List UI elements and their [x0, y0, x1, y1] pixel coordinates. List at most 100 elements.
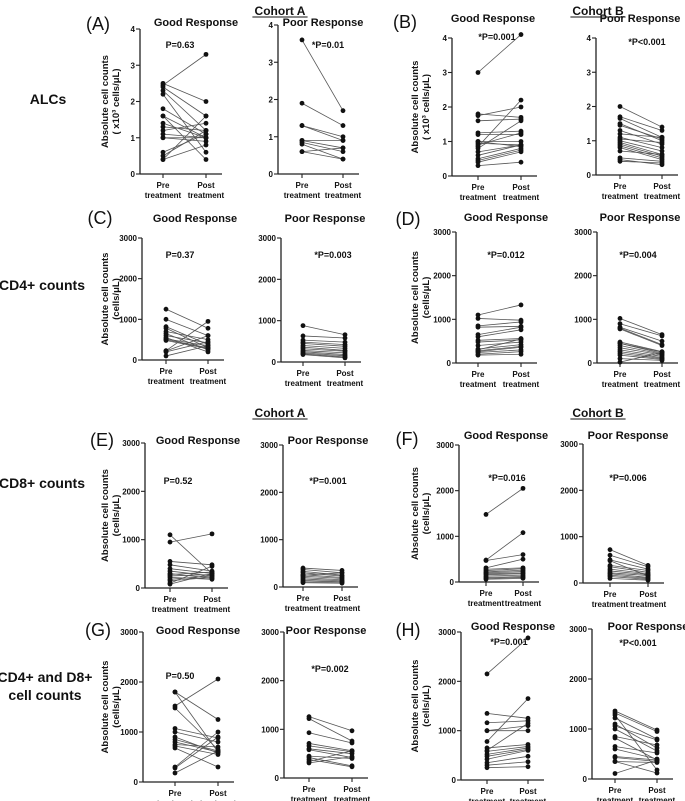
- paired-line: [162, 144, 207, 160]
- y-tick-label: 2000: [438, 677, 456, 686]
- paired-line: [477, 148, 522, 160]
- pre-point: [475, 118, 481, 124]
- y-tick-label: 1000: [119, 315, 137, 324]
- pre-point: [172, 689, 178, 695]
- post-point: [215, 752, 221, 757]
- x-tick-label-line2: treatment: [630, 600, 667, 609]
- y-axis-label-line2: ( x10³ cells/μL): [111, 68, 122, 134]
- paired-line: [477, 141, 522, 148]
- p-value-annotation: *P=0.004: [619, 250, 656, 260]
- paired-line: [485, 488, 524, 515]
- post-point: [342, 355, 348, 361]
- paired-line: [485, 567, 524, 570]
- y-axis-label: Absolute cell counts: [410, 467, 421, 560]
- pre-point: [617, 104, 623, 109]
- cohort-header: Cohort B: [572, 406, 624, 420]
- x-tick-label-line2: treatment: [291, 795, 328, 801]
- pre-point: [160, 80, 166, 86]
- paired-line: [619, 349, 663, 357]
- subplot-x-poor-response: 0100020003000PretreatmentPosttreatmentPo…: [261, 625, 370, 801]
- y-tick-label: 2000: [560, 486, 578, 495]
- post-point: [203, 128, 209, 133]
- post-point: [659, 343, 665, 348]
- row-label-cd4-cd8-line2: cell counts: [8, 687, 81, 703]
- row-label-cd4: CD4+ counts: [0, 277, 85, 293]
- paired-line: [614, 756, 658, 761]
- paired-line: [486, 750, 529, 760]
- paired-line: [174, 744, 219, 748]
- paired-line: [174, 741, 219, 753]
- y-axis-label-line2: ( x10³ cells/μL): [421, 74, 432, 140]
- post-point: [215, 764, 221, 770]
- pre-point: [163, 349, 169, 355]
- x-tick-label-line2: treatment: [460, 193, 497, 202]
- x-tick-label-line2: treatment: [644, 380, 681, 389]
- pre-point: [163, 353, 169, 359]
- y-tick-label: 3000: [261, 628, 279, 637]
- y-tick-label: 2000: [433, 272, 451, 281]
- x-tick-label-line2: treatment: [152, 605, 189, 614]
- pre-point: [475, 132, 481, 138]
- paired-line: [308, 743, 353, 752]
- y-tick-label: 3000: [122, 439, 140, 448]
- post-point: [659, 124, 665, 130]
- y-tick-label: 0: [131, 170, 136, 179]
- subplot-c-good-response: 0100020003000PretreatmentPosttreatmentGo…: [88, 208, 238, 386]
- y-tick-label: 0: [587, 171, 592, 180]
- paired-line: [609, 564, 649, 571]
- post-point: [215, 734, 221, 740]
- post-point: [203, 120, 209, 126]
- post-point: [340, 108, 346, 114]
- paired-line: [162, 130, 207, 157]
- x-tick-label: Pre: [609, 786, 622, 795]
- panel-letter: (B): [393, 12, 417, 32]
- paired-line: [165, 318, 209, 336]
- pre-point: [163, 316, 169, 322]
- pre-point: [617, 148, 623, 154]
- y-tick-label: 1000: [436, 532, 454, 541]
- paired-line: [308, 756, 353, 764]
- paired-line: [614, 759, 658, 774]
- x-tick-label: Pre: [604, 590, 617, 599]
- post-point: [654, 770, 660, 776]
- x-tick-label: Pre: [472, 370, 485, 379]
- paired-line: [301, 125, 344, 138]
- post-point: [654, 750, 660, 756]
- post-point: [215, 729, 221, 735]
- x-tick-label: Post: [209, 789, 227, 798]
- post-point: [654, 737, 660, 743]
- paired-line: [162, 122, 207, 131]
- x-tick-label: Pre: [169, 789, 182, 798]
- pre-point: [167, 532, 173, 538]
- pre-point: [484, 756, 490, 762]
- pre-point: [617, 359, 623, 365]
- pre-point: [617, 128, 623, 133]
- p-value-annotation: *P=0.016: [488, 473, 525, 483]
- pre-point: [612, 759, 618, 764]
- paired-line: [477, 99, 522, 147]
- y-axis-label-line2: (cells/μL): [111, 278, 122, 320]
- paired-line: [609, 572, 649, 576]
- paired-line: [174, 747, 219, 768]
- p-value-annotation: P=0.37: [166, 250, 195, 260]
- pre-point: [617, 131, 623, 137]
- post-point: [659, 160, 665, 166]
- pre-point: [299, 141, 305, 147]
- paired-line: [486, 761, 529, 766]
- post-point: [520, 530, 526, 536]
- x-tick-label-line2: treatment: [639, 796, 676, 801]
- paired-line: [619, 133, 663, 138]
- cohort-header: Cohort A: [255, 4, 306, 18]
- pre-point: [172, 705, 178, 711]
- pre-point: [617, 326, 623, 332]
- paired-line: [302, 343, 346, 347]
- post-point: [203, 142, 209, 148]
- subplot-title: Good Response: [156, 625, 240, 637]
- x-tick-label-line2: treatment: [460, 380, 497, 389]
- pre-point: [617, 145, 623, 151]
- y-tick-label: 3000: [119, 234, 137, 243]
- pre-point: [160, 157, 166, 162]
- paired-line: [169, 575, 213, 580]
- paired-line: [477, 304, 522, 316]
